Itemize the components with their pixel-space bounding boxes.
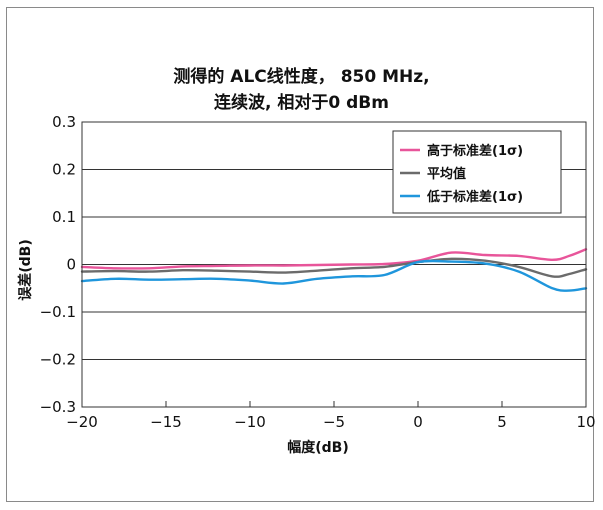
y-tick-label: 0.1: [52, 208, 76, 226]
y-tick-label: 0.3: [52, 113, 76, 131]
y-tick-label: 0.2: [52, 161, 76, 179]
x-axis-label: 幅度(dB): [287, 439, 349, 456]
y-tick-labels: 0.3 0.2 0.1 0 −0.1 −0.2 −0.3: [40, 113, 76, 416]
series-line-3: [80, 259, 588, 292]
x-tick-label: −20: [66, 413, 98, 431]
chart-title-line-2: 连续波, 相对于0 dBm: [214, 93, 389, 113]
chart-title-line-1: 测得的 ALC线性度， 850 MHz,: [173, 67, 430, 87]
y-tick-label: 0: [66, 256, 76, 274]
y-tick-label: −0.1: [40, 303, 76, 321]
series-line-2: [80, 257, 588, 278]
x-tick-label: 10: [576, 413, 595, 431]
series-layer: [80, 248, 588, 292]
x-tick-label: −5: [323, 413, 345, 431]
y-axis-label: 误差(dB): [17, 239, 34, 301]
legend-label-1: 高于标准差(1σ): [427, 143, 523, 159]
legend-label-2: 平均值: [427, 166, 466, 182]
x-tick-label: 0: [413, 413, 423, 431]
series-line-1: [80, 248, 588, 270]
y-tick-label: −0.3: [40, 398, 76, 416]
x-tick-label: −15: [150, 413, 182, 431]
x-tick-label: −10: [234, 413, 266, 431]
legend-label-3: 低于标准差(1σ): [426, 189, 523, 205]
x-tick-labels: −20 −15 −10 −5 0 5 10: [66, 401, 596, 431]
y-tick-label: −0.2: [40, 351, 76, 369]
x-tick-label: 5: [497, 413, 507, 431]
legend-box: [392, 130, 562, 214]
